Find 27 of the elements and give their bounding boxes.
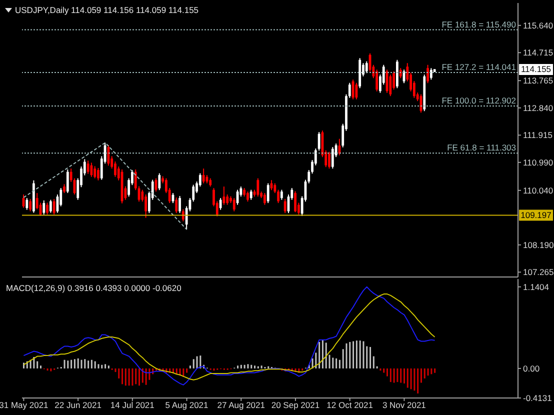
y-tick-label: 114.715 — [523, 48, 554, 58]
y-tick-label: 113.765 — [523, 76, 554, 86]
annotation: 114.155 — [519, 64, 553, 75]
ref-line-label: FE 100.0 = 112.902 — [442, 96, 516, 106]
ref-line-label: FE 161.8 = 115.490 — [442, 19, 516, 30]
y-tick-label: 111.915 — [523, 130, 553, 140]
x-tick-label: 14 Jul 2021 — [110, 400, 155, 410]
y-tick-label: 115.640 — [523, 20, 554, 30]
x-tick-label: 5 Aug 2021 — [165, 400, 209, 410]
y-tick-label: 107.265 — [523, 267, 554, 278]
y-tick-label: -0.4131 — [523, 393, 552, 404]
y-tick-label: 1.1404 — [523, 282, 550, 292]
ref-line-label: FE 127.2 = 114.041 — [442, 62, 516, 72]
text: MACD(12,26,9) 0.3916 0.4393 0.0000 -0.0620 — [6, 283, 182, 293]
x-tick-label: 22 Jun 2021 — [54, 400, 102, 410]
y-tick-label: 110.990 — [523, 157, 554, 168]
y-tick-label: 110.040 — [523, 185, 554, 196]
ref-line-label: 109.197 — [520, 210, 552, 220]
y-tick-label: 108.190 — [523, 240, 554, 250]
x-tick-label: 20 Sep 2021 — [271, 400, 320, 410]
x-tick-label: 3 Nov 2021 — [382, 400, 426, 410]
y-tick-label: 112.840 — [523, 102, 554, 113]
ref-line-label: FE 61.8 = 111.303 — [447, 142, 516, 153]
y-tick-label: 0.00 — [523, 363, 540, 374]
x-tick-label: 27 Aug 2021 — [217, 400, 266, 410]
chart-title: USDJPY,Daily 114.059 114.156 114.059 114.155 — [15, 5, 199, 15]
x-tick-label: 12 Oct 2021 — [326, 400, 374, 410]
